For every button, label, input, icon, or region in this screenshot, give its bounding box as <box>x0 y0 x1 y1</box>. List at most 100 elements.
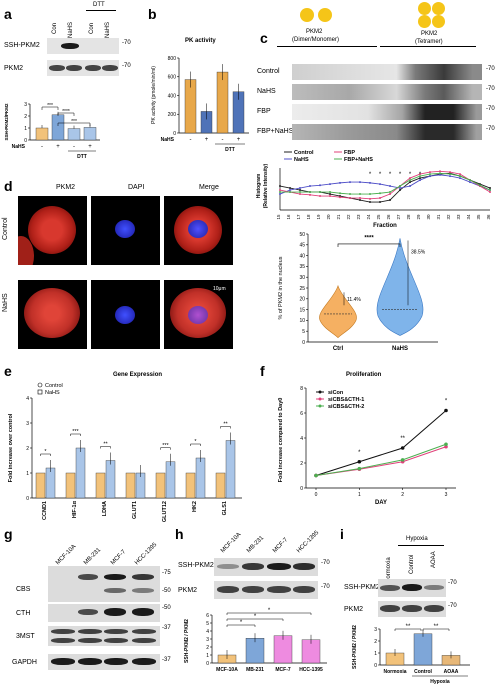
c-point <box>339 181 341 184</box>
e-bar-nahs <box>105 460 116 499</box>
f-point <box>357 459 362 464</box>
c-point <box>399 187 401 190</box>
mw-marker: -70 <box>486 106 495 112</box>
c-point <box>389 191 391 194</box>
micrograph-nahs-pkm2 <box>18 280 87 349</box>
f-x-tick-label: 3 <box>445 492 448 498</box>
i-x-tick-label: AOAA <box>444 669 459 675</box>
f-x-axis-label: DAY <box>375 500 387 506</box>
e-bar-nahs <box>195 457 206 499</box>
e-x-tick-label: GLUT12 <box>162 501 168 522</box>
d-sig-bracket <box>337 243 401 247</box>
c-x-tick-label: 16 <box>286 214 291 220</box>
mw-marker: -70 <box>321 560 330 566</box>
lane-label: MB-231 <box>83 547 103 567</box>
i-sig-label: ** <box>406 624 411 630</box>
c-sig-star: * <box>369 172 372 178</box>
lane-label: AOAA <box>431 551 437 568</box>
mw-marker: -70 <box>122 40 131 46</box>
chart-title: Proliferation <box>346 372 382 378</box>
d-y-tick-label: 45 <box>299 243 305 249</box>
e-sig-bracket <box>70 433 81 436</box>
c-x-tick-label: 17 <box>296 214 301 220</box>
c-point <box>289 189 291 192</box>
c-sig-star: * <box>389 172 392 178</box>
c-point <box>389 193 391 196</box>
c-point <box>489 191 491 194</box>
d-y-tick-label: 25 <box>299 286 305 292</box>
lane-label: MCF-7 <box>110 549 128 567</box>
e-bar-control <box>155 472 166 499</box>
e-y-tick-label: 2 <box>26 446 29 452</box>
f-point <box>400 446 405 450</box>
dtt-label: DTT <box>93 2 105 8</box>
lane-label: Control <box>409 554 415 574</box>
panel-label-h: h <box>175 526 184 542</box>
b-bar <box>184 79 197 134</box>
e-bar-control <box>65 472 76 499</box>
f-y-tick-label: 4 <box>300 436 303 442</box>
blot-label: PKM2 <box>344 606 364 613</box>
c-point <box>379 201 381 204</box>
c-point <box>489 189 491 192</box>
lane-label: HCC-1395 <box>134 541 159 567</box>
h-y-tick-label: 0 <box>206 661 209 667</box>
a-sig-bracket <box>57 122 91 126</box>
d-y-tick-label: 20 <box>299 297 305 303</box>
a-y-tick-label: 3 <box>24 102 27 108</box>
row-label: Control <box>2 217 9 240</box>
e-bar-control <box>35 472 46 499</box>
e-legend-label: Control <box>45 383 63 389</box>
c-point <box>399 185 401 188</box>
a-sig-label: **** <box>62 109 70 115</box>
c-point <box>359 197 361 200</box>
c-series-line <box>279 170 491 200</box>
blot-label: GAPDH <box>12 659 37 666</box>
b-y-tick-label: 0 <box>173 131 176 137</box>
c-point <box>449 175 451 178</box>
chart-b: 0 200 400 600 800 PK activity (pmole/min/ml) -… <box>151 56 249 153</box>
c-x-tick-label: 24 <box>366 214 371 220</box>
h-x-tick-label: MCF-7 <box>275 667 290 673</box>
h-y-tick-label: 1 <box>206 653 209 659</box>
b-y-tick-label: 800 <box>168 56 177 62</box>
h-sig-bracket <box>226 612 312 615</box>
c-point <box>279 191 281 194</box>
panel-label-f: f <box>260 363 265 379</box>
b-y-axis-label: PK activity (pmole/min/ml) <box>151 66 157 124</box>
a-y-tick-label: 0 <box>24 138 27 144</box>
c-y-axis-label: Histogram <box>256 173 262 198</box>
c-point <box>369 201 371 204</box>
e-bar-control <box>95 472 106 499</box>
lane-label: HCC-1395 <box>296 529 321 555</box>
c-point <box>399 189 401 192</box>
i-sig-bracket <box>394 628 422 631</box>
c-point <box>279 189 281 192</box>
f-x-tick-label: 0 <box>315 492 318 498</box>
d-y-tick-label: 0 <box>302 340 305 346</box>
c-point <box>369 181 371 184</box>
c-point <box>459 177 461 180</box>
i-y-tick-label: 2 <box>374 639 377 645</box>
e-x-tick-label: GLUT1 <box>132 501 138 519</box>
chart-title: PK activity <box>185 38 216 44</box>
f-sig-label: ** <box>400 436 405 442</box>
c-point <box>379 192 381 195</box>
col-label: DAPI <box>128 184 145 191</box>
panel-label-c: c <box>260 30 268 46</box>
e-x-tick-label: GLS1 <box>222 501 228 515</box>
c-point <box>309 191 311 194</box>
c-point <box>279 193 281 196</box>
c-x-tick-label: 22 <box>346 214 351 220</box>
d-x-tick-label: NaHS <box>392 346 408 352</box>
mw-marker: -37 <box>162 657 171 663</box>
lane-label: Con <box>52 22 58 34</box>
scale-bar-label: 10μm <box>213 286 226 292</box>
c-point <box>319 191 321 194</box>
c-point <box>409 179 411 182</box>
micrograph-nahs-dapi <box>91 280 160 349</box>
f-point <box>400 458 405 462</box>
e-bar-nahs <box>165 461 176 499</box>
c-point <box>449 173 451 176</box>
blot-label: PKM2 <box>4 65 24 72</box>
